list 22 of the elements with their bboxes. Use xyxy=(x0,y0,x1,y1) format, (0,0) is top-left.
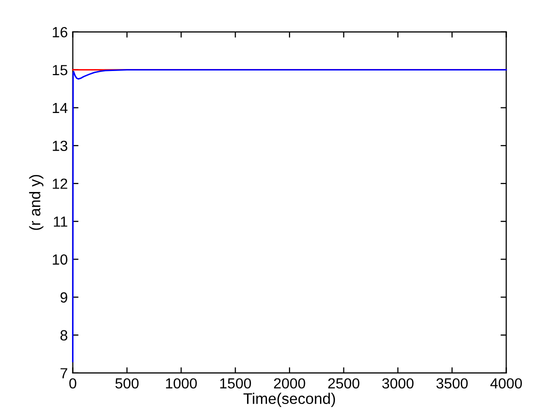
x-tick-label: 1000 xyxy=(166,378,197,389)
x-tick-label: 1500 xyxy=(220,378,251,389)
x-tick-label: 0 xyxy=(69,378,76,389)
y-tick-label: 13 xyxy=(52,140,68,152)
x-tick-label: 2000 xyxy=(274,378,306,389)
y-tick-label: 16 xyxy=(52,27,68,38)
x-tick-label: 3500 xyxy=(436,378,468,389)
x-tick-label: 2500 xyxy=(328,378,360,389)
y-tick-label: 11 xyxy=(54,216,68,227)
y-tick-label: 9 xyxy=(60,292,68,303)
y-tick-label: 7 xyxy=(60,368,68,378)
x-tick-label: 3000 xyxy=(382,378,414,389)
x-axis-title: Time(second) xyxy=(243,392,335,408)
y-tick-label: 14 xyxy=(52,102,68,113)
y-tick-label: 8 xyxy=(60,330,68,340)
y-tick-label: 10 xyxy=(52,254,68,265)
line-series xyxy=(72,69,507,362)
y-axis-title: (r and y) xyxy=(29,174,44,230)
x-tick-label: 4000 xyxy=(490,378,522,389)
x-tick-label: 500 xyxy=(115,378,139,389)
y-tick-label: 12 xyxy=(52,178,68,189)
y-tick-label: 15 xyxy=(52,65,68,76)
